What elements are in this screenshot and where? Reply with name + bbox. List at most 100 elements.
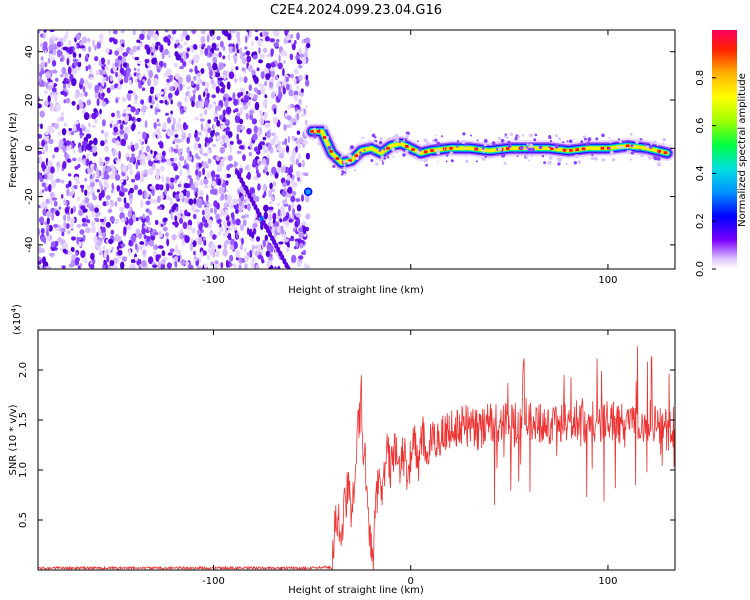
snr-x-label: Height of straight line (km) (288, 585, 424, 596)
noise-speckle (141, 217, 146, 224)
ridge-speckle (475, 160, 478, 163)
noise-speckle (199, 48, 204, 56)
noise-speckle (104, 145, 109, 152)
noise-speckle (188, 264, 194, 269)
ridge-speckle (408, 145, 411, 147)
ridge-speckle (434, 134, 437, 137)
noise-speckle (91, 124, 96, 128)
noise-speckle (135, 162, 139, 170)
noise-speckle (288, 237, 295, 242)
noise-speckle (172, 117, 176, 126)
snr-x-ticks: -100 0 100 (202, 330, 617, 587)
noise-speckle (156, 195, 161, 204)
noise-speckle (224, 193, 228, 201)
noise-speckle (236, 48, 240, 54)
noise-speckle (108, 30, 112, 35)
noise-speckle (123, 75, 129, 84)
ridge-speckle (324, 125, 329, 130)
noise-speckle (39, 155, 43, 164)
noise-speckle (174, 220, 179, 228)
noise-speckle (178, 148, 183, 153)
noise-speckle (276, 166, 281, 174)
noise-speckle (243, 94, 249, 103)
noise-speckle (103, 73, 107, 78)
noise-speckle (211, 42, 217, 51)
noise-speckle (255, 264, 260, 269)
noise-speckle (274, 221, 280, 227)
noise-speckle (161, 250, 166, 257)
ridge-speckle (328, 145, 332, 149)
noise-speckle (190, 237, 194, 243)
noise-speckle (305, 213, 311, 220)
noise-speckle (296, 109, 301, 114)
noise-speckle (294, 94, 298, 102)
noise-speckle (177, 249, 182, 256)
ridge-speckle (529, 133, 533, 138)
noise-speckle (244, 247, 247, 253)
x-tick-label: 0 (408, 576, 414, 587)
noise-speckle (269, 244, 274, 253)
noise-speckle (178, 117, 181, 123)
noise-speckle (186, 224, 193, 231)
ridge-speckle (417, 140, 419, 143)
noise-speckle (125, 153, 130, 158)
noise-speckle (120, 243, 126, 248)
noise-speckle (188, 198, 194, 205)
noise-speckle (272, 266, 278, 269)
noise-speckle (223, 202, 229, 208)
noise-speckle (210, 242, 216, 251)
noise-speckle (48, 138, 54, 145)
noise-speckle (250, 237, 256, 242)
noise-speckle (103, 70, 106, 75)
ridge-speckle (623, 141, 626, 144)
noise-speckle (131, 125, 135, 132)
noise-speckle (45, 71, 51, 80)
noise-speckle (90, 252, 95, 260)
noise-speckle (161, 174, 164, 183)
noise-speckle (55, 77, 59, 82)
noise-speckle (100, 96, 104, 100)
noise-speckle (226, 221, 231, 227)
noise-speckle (85, 133, 92, 139)
noise-speckle (68, 263, 73, 268)
spectrogram-y-ticks: -40 -20 0 20 40 (24, 45, 675, 253)
noise-speckle (291, 254, 297, 263)
noise-speckle (207, 203, 213, 207)
ridge-speckle (525, 146, 528, 149)
noise-speckle (195, 153, 199, 159)
noise-speckle (89, 178, 95, 183)
noise-speckle (245, 35, 248, 44)
colorbar-tick-label: 0.2 (695, 213, 706, 229)
noise-speckle (246, 128, 252, 135)
noise-speckle (253, 125, 258, 134)
ridge-speckle (476, 140, 479, 143)
ridge-speckle (598, 152, 600, 155)
ridge-speckle (638, 148, 642, 151)
noise-speckle (274, 75, 279, 81)
noise-speckle (79, 41, 83, 46)
noise-speckle (264, 94, 268, 99)
noise-speckle (134, 100, 138, 105)
noise-speckle (200, 35, 206, 45)
noise-speckle (51, 213, 55, 221)
noise-speckle (94, 45, 97, 51)
noise-speckle (51, 254, 54, 258)
noise-speckle (167, 130, 172, 137)
noise-speckle (175, 176, 179, 180)
noise-speckle (40, 236, 47, 243)
ridge-speckle (640, 153, 644, 158)
noise-speckle (87, 82, 93, 90)
noise-speckle (104, 139, 108, 144)
noise-speckle (86, 99, 92, 106)
svg-text:(x104): (x104) (10, 304, 23, 335)
noise-speckle (262, 136, 267, 141)
noise-speckle (305, 152, 310, 160)
noise-speckle (244, 255, 249, 263)
noise-speckle (290, 195, 296, 203)
ridge-speckle (378, 140, 383, 145)
noise-speckle (249, 30, 252, 37)
noise-speckle (217, 178, 222, 186)
noise-speckle (258, 59, 263, 64)
ridge-speckle (484, 155, 487, 158)
ridge-speckle (608, 147, 611, 150)
